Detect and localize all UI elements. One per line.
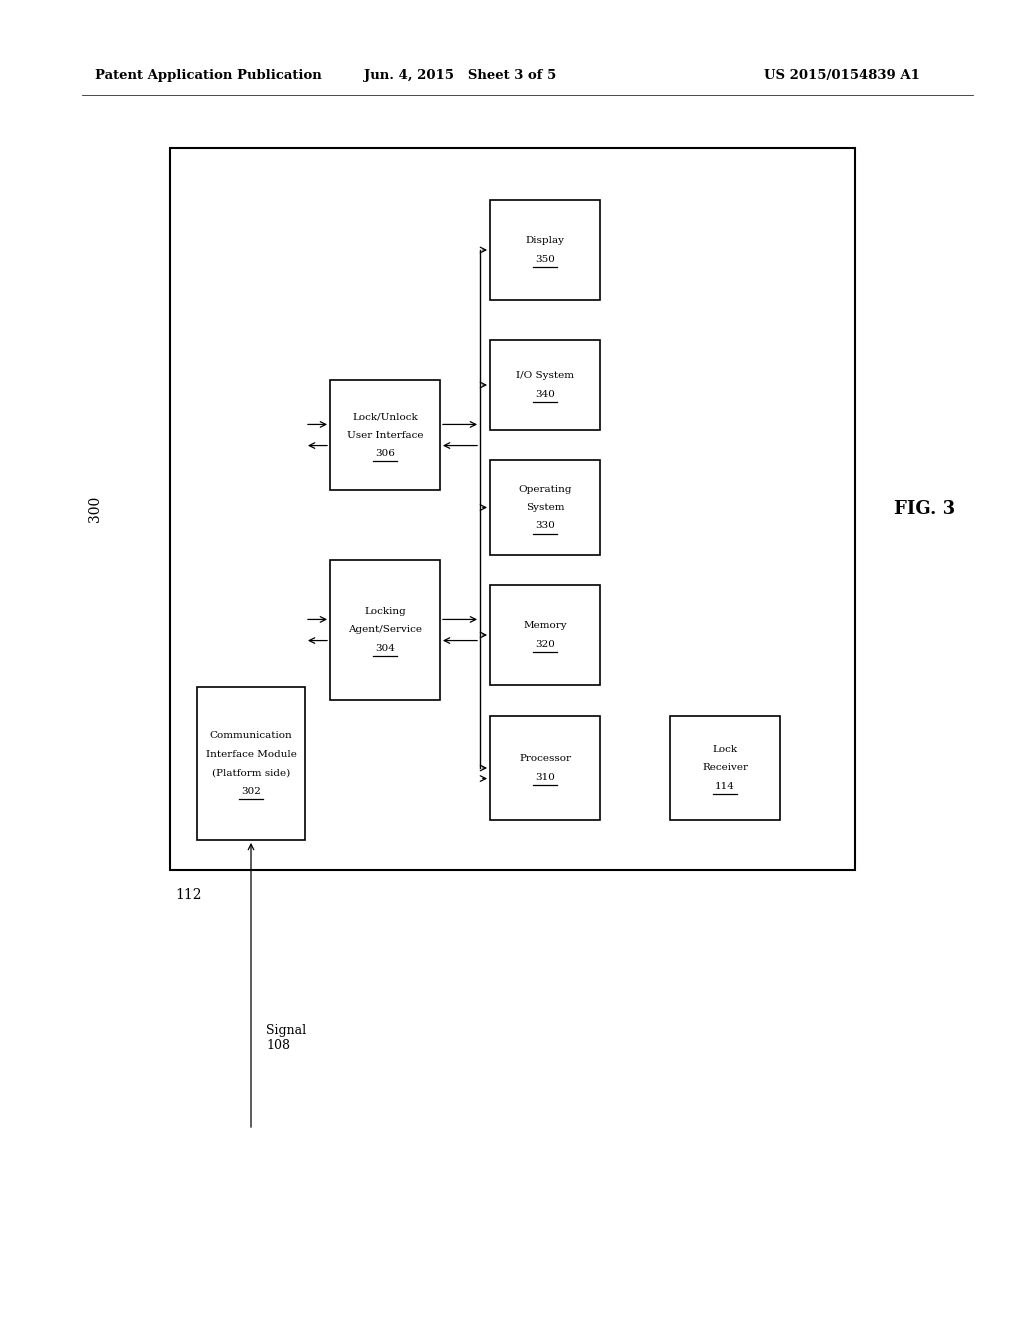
Bar bbox=[490, 715, 600, 820]
Text: 320: 320 bbox=[536, 640, 555, 648]
Text: 306: 306 bbox=[375, 449, 395, 458]
Text: Agent/Service: Agent/Service bbox=[348, 626, 422, 635]
Text: 304: 304 bbox=[375, 644, 395, 653]
Text: 114: 114 bbox=[715, 781, 735, 791]
Text: (Platform side): (Platform side) bbox=[212, 768, 290, 777]
Text: Lock/Unlock: Lock/Unlock bbox=[352, 412, 418, 421]
Text: 330: 330 bbox=[536, 521, 555, 531]
Text: Patent Application Publication: Patent Application Publication bbox=[95, 69, 322, 82]
Text: US 2015/0154839 A1: US 2015/0154839 A1 bbox=[764, 69, 920, 82]
Text: Operating: Operating bbox=[518, 484, 571, 494]
Bar bbox=[330, 380, 440, 490]
Text: Memory: Memory bbox=[523, 622, 567, 630]
Text: 302: 302 bbox=[241, 787, 261, 796]
Text: User Interface: User Interface bbox=[347, 430, 423, 440]
Text: 340: 340 bbox=[536, 389, 555, 399]
Text: 112: 112 bbox=[175, 888, 202, 902]
Bar bbox=[330, 560, 440, 700]
Bar bbox=[170, 148, 855, 870]
Text: Locking: Locking bbox=[365, 607, 406, 616]
Bar bbox=[490, 459, 600, 554]
Bar bbox=[197, 686, 305, 840]
Text: Display: Display bbox=[525, 236, 564, 246]
Text: Communication: Communication bbox=[210, 731, 293, 741]
Text: Signal
108: Signal 108 bbox=[266, 1024, 306, 1052]
Text: Receiver: Receiver bbox=[702, 763, 748, 772]
Bar bbox=[490, 585, 600, 685]
Text: System: System bbox=[525, 503, 564, 512]
Text: Lock: Lock bbox=[713, 744, 737, 754]
Text: Interface Module: Interface Module bbox=[206, 750, 296, 759]
Text: Jun. 4, 2015   Sheet 3 of 5: Jun. 4, 2015 Sheet 3 of 5 bbox=[364, 69, 556, 82]
Text: FIG. 3: FIG. 3 bbox=[894, 500, 955, 517]
Text: Processor: Processor bbox=[519, 754, 571, 763]
Bar bbox=[670, 715, 780, 820]
Bar bbox=[490, 341, 600, 430]
Bar bbox=[490, 201, 600, 300]
Text: 350: 350 bbox=[536, 255, 555, 264]
Text: I/O System: I/O System bbox=[516, 371, 574, 380]
Text: 310: 310 bbox=[536, 772, 555, 781]
Text: 300: 300 bbox=[88, 496, 102, 523]
